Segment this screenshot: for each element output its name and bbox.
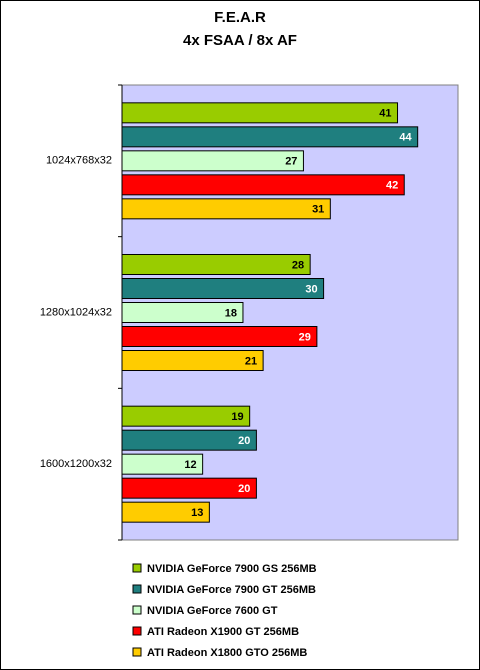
bar bbox=[121, 174, 405, 196]
bar bbox=[121, 102, 399, 124]
chart-title: F.E.A.R bbox=[214, 9, 266, 26]
y-tick-label: 1280x1024x32 bbox=[40, 306, 112, 318]
legend-swatch bbox=[132, 584, 142, 594]
value-label: 13 bbox=[191, 507, 203, 519]
bar bbox=[121, 150, 304, 172]
value-label: 18 bbox=[225, 307, 237, 319]
y-tick-label: 1600x1200x32 bbox=[40, 458, 112, 470]
legend-swatch bbox=[132, 605, 142, 615]
value-label: 31 bbox=[312, 204, 324, 216]
legend-label: ATI Radeon X1900 GT 256MB bbox=[147, 626, 299, 638]
bar bbox=[121, 350, 264, 371]
value-label: 12 bbox=[184, 459, 196, 471]
value-label: 44 bbox=[399, 132, 412, 144]
legend-swatch bbox=[132, 647, 142, 657]
legend-swatch bbox=[132, 626, 142, 636]
bar bbox=[121, 254, 311, 275]
bar bbox=[121, 278, 325, 299]
legend-label: NVIDIA GeForce 7900 GS 256MB bbox=[147, 563, 317, 575]
value-label: 30 bbox=[305, 283, 317, 295]
chart-subtitle: 4x FSAA / 8x AF bbox=[183, 32, 297, 49]
legend-label: NVIDIA GeForce 7600 GT bbox=[147, 605, 278, 617]
bar bbox=[121, 477, 257, 499]
value-label: 20 bbox=[238, 435, 250, 447]
value-label: 29 bbox=[299, 331, 311, 343]
value-label: 42 bbox=[386, 180, 398, 192]
value-label: 28 bbox=[292, 259, 304, 271]
legend-swatch bbox=[132, 563, 142, 573]
y-tick-label: 1024x768x32 bbox=[46, 155, 112, 167]
value-label: 27 bbox=[285, 156, 297, 168]
value-label: 19 bbox=[231, 411, 243, 423]
bar bbox=[121, 326, 318, 347]
value-label: 41 bbox=[379, 108, 391, 120]
bar bbox=[121, 126, 419, 148]
value-label: 20 bbox=[238, 483, 250, 495]
bar bbox=[121, 429, 257, 451]
legend-label: ATI Radeon X1800 GTO 256MB bbox=[147, 647, 307, 659]
bar bbox=[121, 198, 331, 220]
value-label: 21 bbox=[245, 355, 257, 367]
legend-label: NVIDIA GeForce 7900 GT 256MB bbox=[147, 584, 316, 596]
